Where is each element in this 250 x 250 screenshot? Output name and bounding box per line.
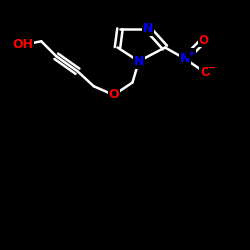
Text: OH: OH <box>12 38 33 52</box>
Text: N: N <box>134 55 144 68</box>
Text: −: − <box>208 63 216 73</box>
Text: +: + <box>188 49 196 58</box>
Text: N: N <box>180 52 190 65</box>
Text: O: O <box>199 34 209 46</box>
Text: O: O <box>108 88 119 102</box>
Text: O: O <box>200 66 210 79</box>
Text: N: N <box>143 22 153 35</box>
